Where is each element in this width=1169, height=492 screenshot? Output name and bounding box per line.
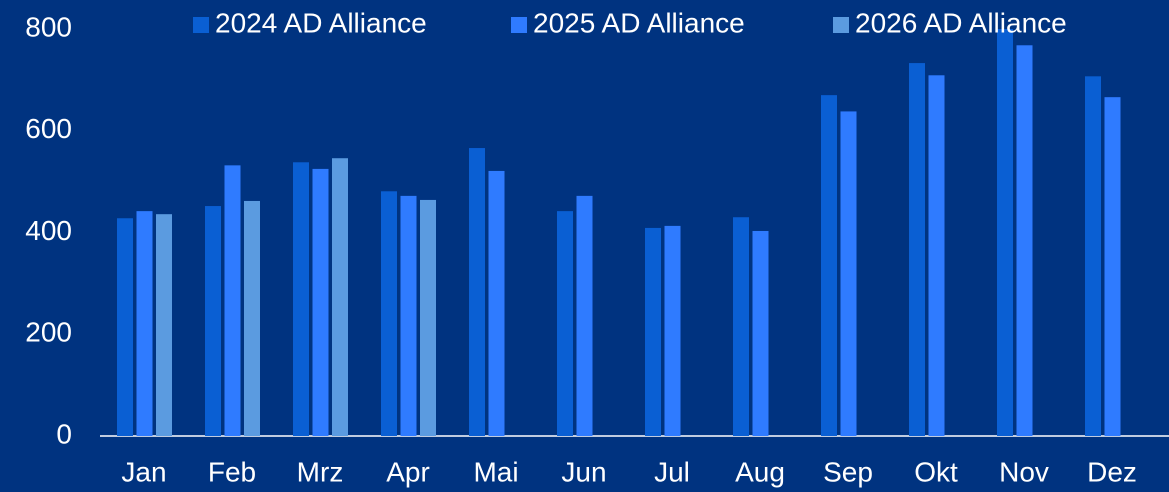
x-tick-label: Dez (1087, 456, 1137, 487)
x-tick-label: Jan (121, 456, 166, 487)
bar (909, 63, 925, 437)
bar (293, 162, 309, 437)
y-tick-label: 800 (25, 11, 72, 42)
bar (840, 111, 857, 436)
x-tick-label: Okt (914, 456, 958, 487)
bar (733, 217, 749, 436)
bar (332, 158, 348, 436)
legend-swatch (193, 17, 209, 33)
x-tick-label: Jun (561, 456, 606, 487)
bar (1104, 97, 1121, 437)
bar (997, 29, 1013, 436)
bar (1016, 45, 1033, 436)
x-tick-label: Feb (208, 456, 256, 487)
bar (645, 227, 661, 436)
bar (928, 75, 945, 436)
y-tick-label: 600 (25, 113, 72, 144)
bar (488, 170, 505, 436)
x-tick-label: Sep (823, 456, 873, 487)
bar (400, 195, 417, 436)
bar (1085, 76, 1101, 436)
bar (469, 148, 485, 437)
legend-swatch (833, 17, 849, 33)
bar (557, 211, 573, 436)
legend-swatch (511, 17, 527, 33)
bar (205, 206, 221, 436)
x-tick-label: Nov (999, 456, 1049, 487)
y-tick-label: 200 (25, 317, 72, 348)
y-tick-label: 0 (56, 418, 72, 449)
bar (224, 165, 241, 436)
x-tick-label: Mrz (297, 456, 344, 487)
x-tick-label: Mai (473, 456, 518, 487)
bar (664, 225, 681, 436)
y-tick-label: 400 (25, 215, 72, 246)
legend-label: 2026 AD Alliance (855, 7, 1067, 38)
bar (420, 199, 436, 436)
x-tick-label: Aug (735, 456, 785, 487)
bar (244, 200, 260, 436)
bar (156, 214, 172, 436)
bar (312, 168, 329, 436)
bar (752, 230, 769, 436)
bar (381, 191, 397, 436)
legend-label: 2025 AD Alliance (533, 7, 745, 38)
x-tick-label: Apr (386, 456, 430, 487)
bar (821, 95, 837, 436)
bar (576, 195, 593, 436)
bar (136, 211, 153, 436)
x-tick-label: Jul (654, 456, 690, 487)
bar (117, 218, 133, 436)
legend-label: 2024 AD Alliance (215, 7, 427, 38)
